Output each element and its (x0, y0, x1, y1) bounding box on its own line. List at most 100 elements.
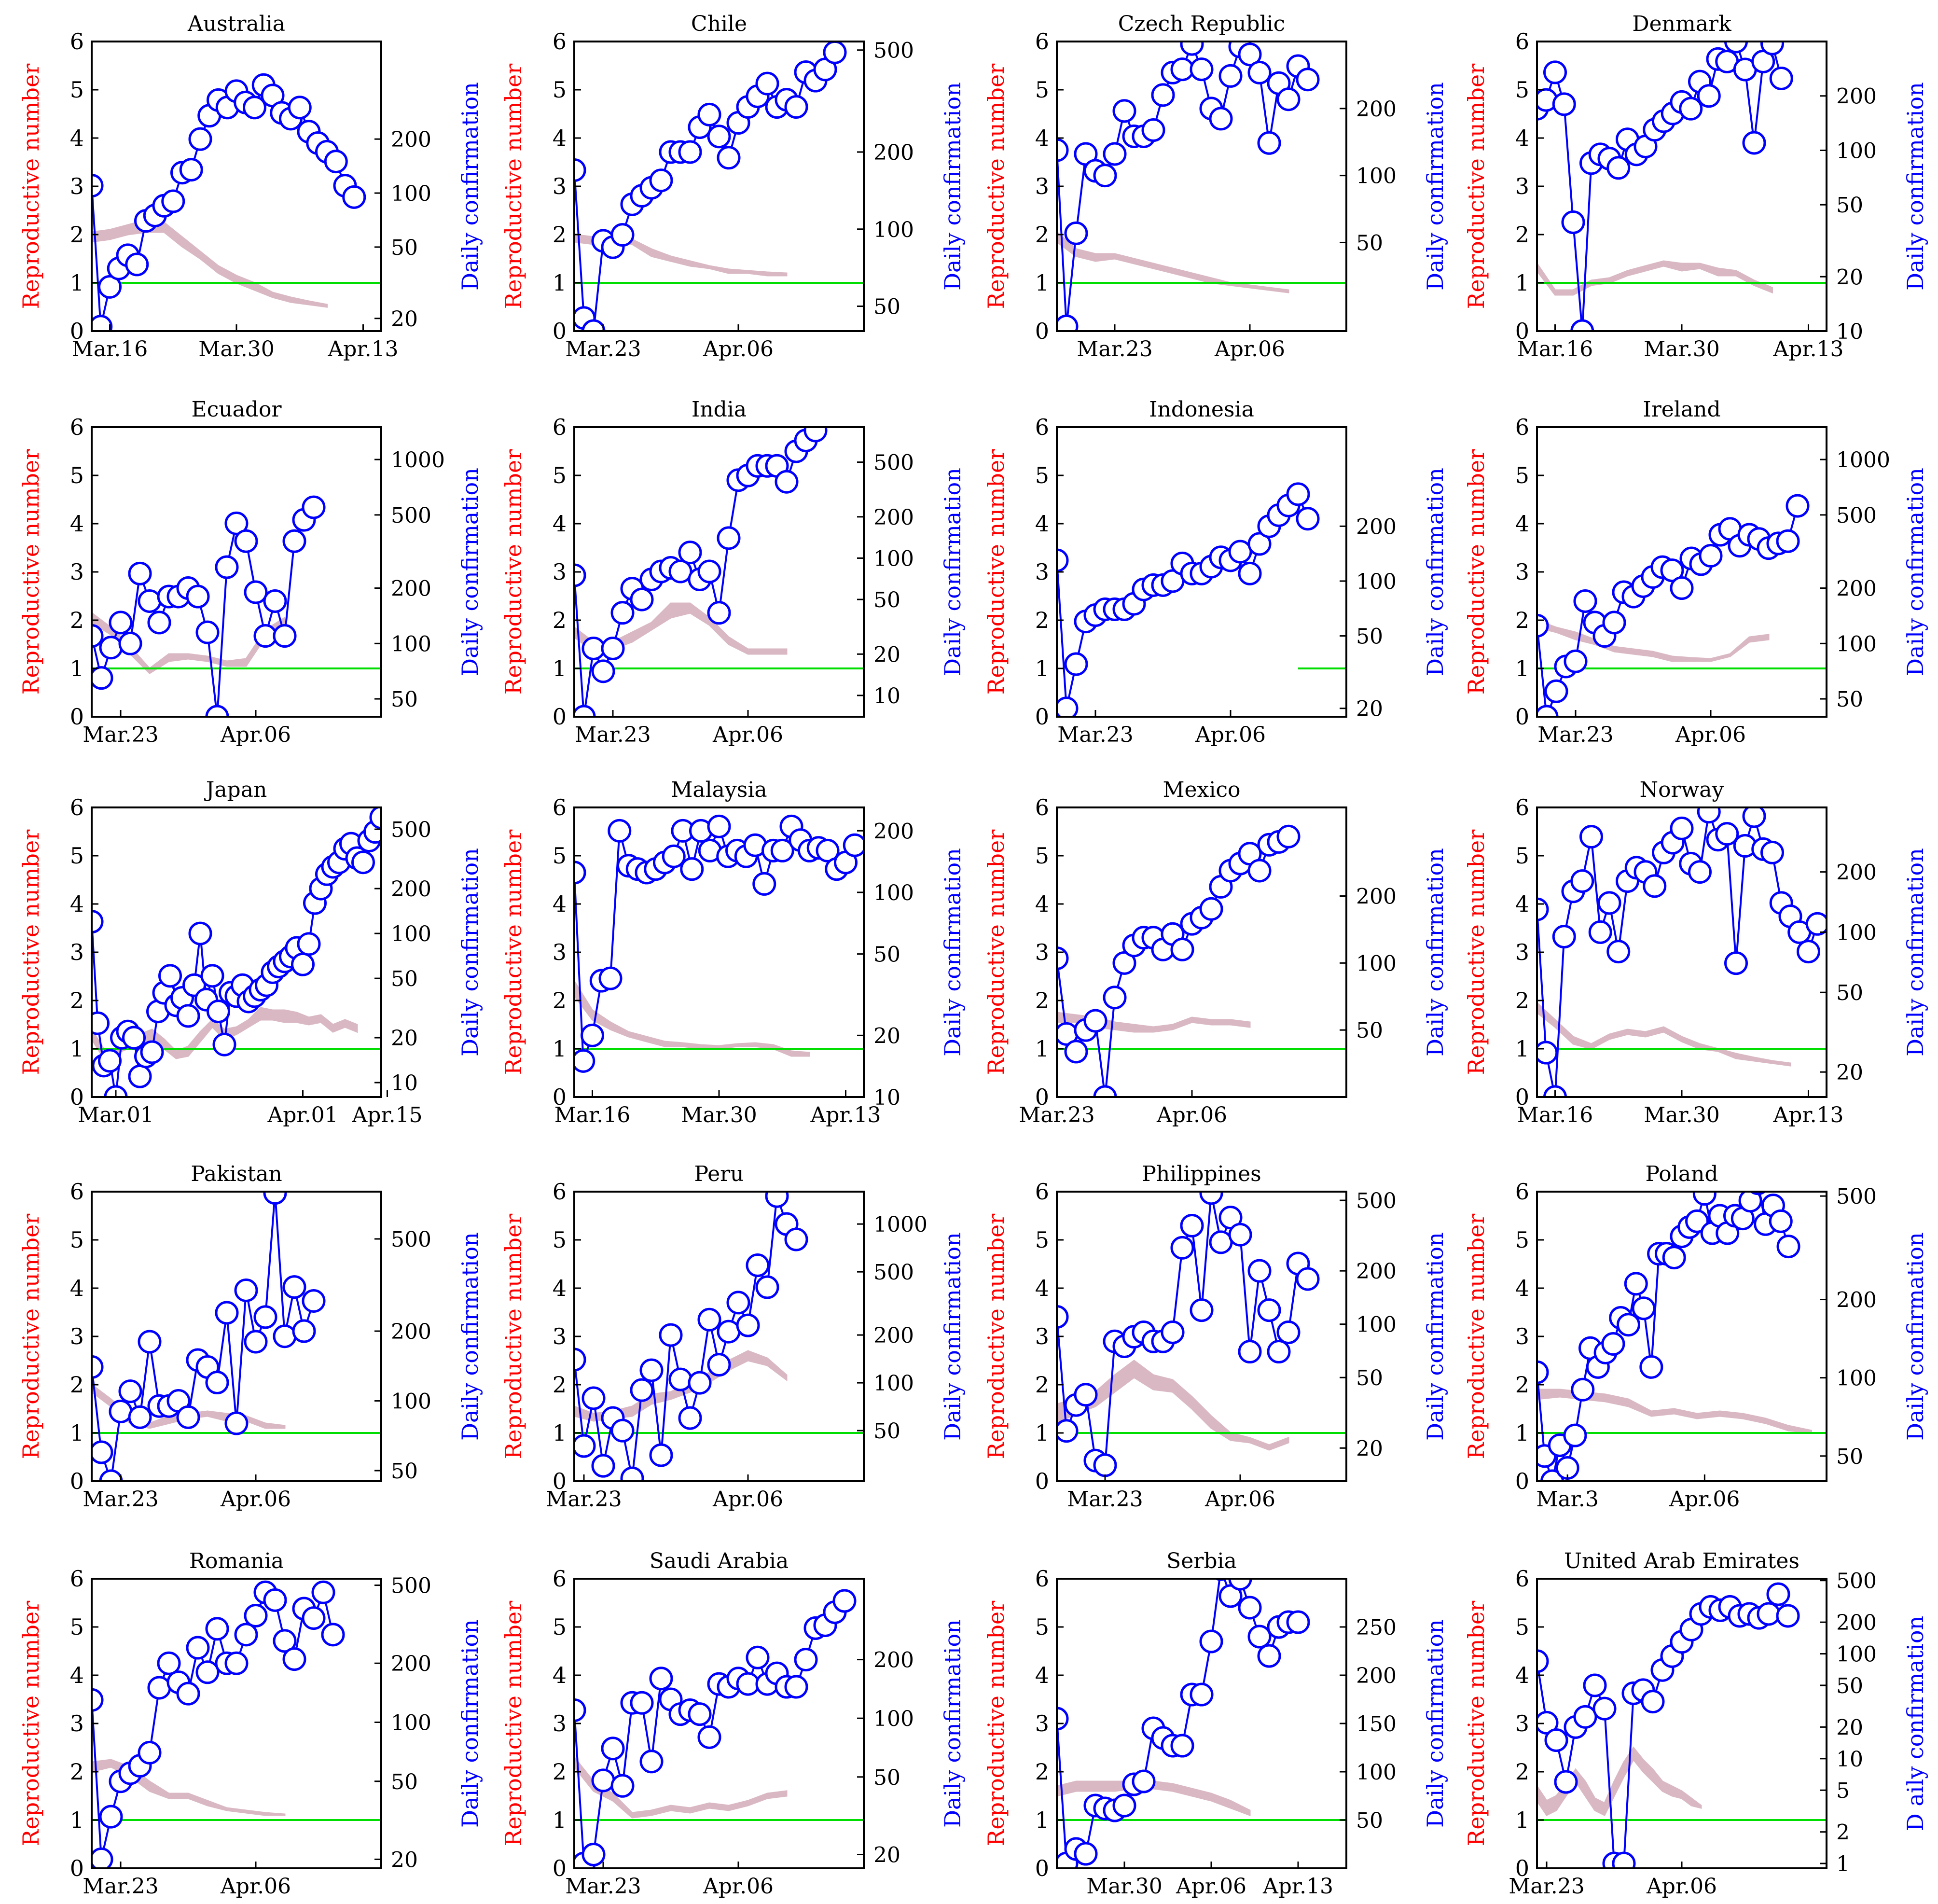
daily-confirmation-marker (1199, 1192, 1223, 1205)
daily-confirmation-marker (92, 910, 104, 934)
chart-panel-malaysia: Malaysia 0 1 2 3 4 5 6 10 20 50 100 200 Mar.16 Mar.30 A… (500, 778, 966, 1127)
daily-confirmation-marker (1738, 1192, 1762, 1213)
daily-confirmation-marker (1564, 649, 1588, 673)
plot-area (1057, 824, 1346, 1097)
daily-confirmation-marker (98, 1049, 122, 1073)
chart-title: Saudi Arabia (650, 1549, 789, 1573)
left-tick-label: 4 (1035, 125, 1049, 151)
x-tick-label: Apr.06 (1669, 1487, 1740, 1512)
daily-confirmation-marker (147, 611, 171, 635)
daily-confirmation-marker (649, 1667, 673, 1691)
right-axis-label: Daily confirmation (940, 1232, 966, 1441)
right-tick-label: 100 (1836, 632, 1877, 656)
plot-frame (1056, 1191, 1347, 1482)
x-tick-label: Mar.23 (1537, 723, 1613, 747)
daily-confirmation-marker (1769, 1209, 1793, 1233)
right-tick-label: 100 (1836, 1642, 1877, 1667)
daily-confirmation-marker (765, 1192, 789, 1208)
left-tick-label: 5 (553, 462, 567, 488)
chart-title: Mexico (1163, 778, 1240, 802)
daily-confirmation-marker (147, 1676, 171, 1700)
daily-confirmation-marker (639, 1358, 664, 1382)
x-tick-label: Mar.23 (1509, 1874, 1584, 1899)
daily-confirmation-marker (1670, 576, 1694, 600)
daily-confirmation-line (1537, 42, 1783, 331)
left-tick-label: 5 (1515, 843, 1529, 869)
right-tick-label: 200 (1356, 97, 1397, 122)
daily-confirmation-marker (1715, 822, 1739, 846)
right-tick-label: 100 (873, 218, 914, 242)
daily-confirmation-marker (1632, 1296, 1656, 1320)
x-tick-label: Apr.06 (1204, 1487, 1275, 1512)
daily-confirmation-marker (1787, 0, 1808, 11)
daily-confirmation-marker (591, 1768, 615, 1793)
right-tick-label: 50 (873, 588, 900, 612)
daily-confirmation-marker (122, 1026, 146, 1050)
left-tick-label: 1 (70, 1807, 84, 1833)
plot-area (1057, 1192, 1346, 1477)
daily-confirmation-marker (1679, 97, 1703, 121)
left-tick-label: 3 (553, 1323, 567, 1349)
left-tick-label: 6 (553, 1566, 567, 1592)
daily-confirmation-marker (1057, 1305, 1069, 1329)
right-tick-label: 200 (391, 577, 431, 601)
x-tick-label: Apr.13 (1772, 1103, 1843, 1127)
right-axis-label: Daily confirmation (1422, 848, 1448, 1056)
plot-area (574, 814, 864, 1073)
right-tick-label: 500 (391, 503, 431, 528)
right-tick-label: 2 (1836, 1821, 1850, 1845)
left-tick-label: 6 (70, 414, 84, 440)
left-tick-label: 6 (1035, 1179, 1049, 1205)
daily-confirmation-marker (1074, 1383, 1098, 1407)
left-tick-label: 3 (70, 939, 84, 965)
left-tick-label: 3 (1515, 559, 1529, 585)
daily-confirmation-marker (161, 189, 185, 213)
left-tick-label: 6 (1035, 28, 1049, 55)
reproductive-number-band (1537, 1001, 1791, 1067)
left-tick-label: 4 (70, 891, 84, 917)
chart-panel-japan: Japan 0 1 2 3 4 5 6 10 20 50 100 200 500 Mar.01 Apr.01 A… (18, 778, 483, 1127)
daily-confirmation-marker (1112, 99, 1136, 123)
daily-confirmation-marker (659, 1323, 683, 1347)
daily-confirmation-marker (369, 807, 381, 830)
right-tick-label: 200 (873, 140, 914, 165)
left-tick-label: 4 (70, 1662, 84, 1688)
chart-panel-ecuador: Ecuador 0 1 2 3 4 5 6 50 100 200 500 1000 Mar.23 Apr.0… (18, 397, 483, 747)
daily-confirmation-marker (574, 158, 586, 182)
daily-confirmation-marker (179, 158, 203, 182)
daily-confirmation-marker (321, 1623, 345, 1647)
daily-confirmation-marker (92, 1440, 113, 1464)
left-axis-label: Reproductive number (18, 1214, 44, 1459)
daily-confirmation-marker (1757, 1602, 1781, 1626)
left-tick-label: 1 (70, 1420, 84, 1446)
left-tick-label: 5 (553, 1614, 567, 1640)
daily-confirmation-marker (581, 1386, 606, 1410)
daily-confirmation-marker (1170, 57, 1194, 82)
left-tick-label: 2 (553, 222, 567, 248)
daily-confirmation-marker (1170, 1236, 1194, 1260)
daily-confirmation-marker (215, 555, 239, 579)
x-tick-label: Mar.23 (83, 723, 158, 747)
right-tick-label: 1000 (1836, 448, 1890, 473)
left-tick-label: 1 (70, 655, 84, 681)
right-tick-label: 100 (873, 546, 914, 571)
right-axis-label: Daily confirmation (457, 468, 483, 676)
daily-confirmation-marker (1209, 1230, 1233, 1254)
daily-confirmation-marker (282, 529, 306, 553)
left-tick-label: 6 (70, 1566, 84, 1592)
daily-confirmation-marker (195, 1660, 220, 1684)
x-tick-label: Mar.23 (546, 1487, 622, 1512)
daily-confirmation-marker (186, 1636, 210, 1660)
left-tick-label: 6 (70, 1179, 84, 1205)
daily-confirmation-marker (1093, 164, 1117, 188)
left-tick-label: 3 (553, 1710, 567, 1737)
left-tick-label: 4 (1515, 125, 1529, 151)
x-tick-label: Mar.23 (1067, 1487, 1143, 1512)
daily-confirmation-marker (1697, 807, 1721, 824)
right-tick-label: 200 (1836, 84, 1877, 109)
left-tick-label: 1 (553, 1420, 567, 1446)
daily-confirmation-marker (1064, 221, 1088, 245)
right-tick-label: 100 (391, 922, 431, 946)
daily-confirmation-marker (832, 1589, 857, 1613)
